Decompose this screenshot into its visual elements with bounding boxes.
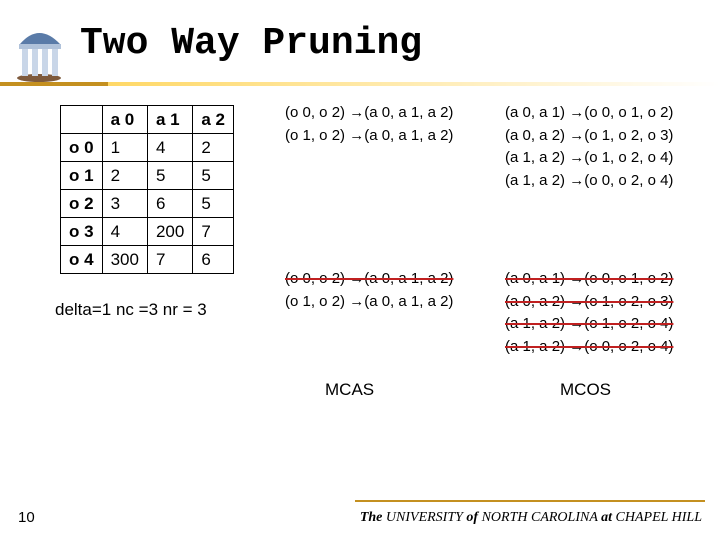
mapping-line-struck: (o 0, o 2) →(a 0, a 1, a 2) [285,268,453,291]
footer-rule [355,500,705,502]
mapping-line: (a 1, a 2) →(o 0, o 2, o 4) [505,170,673,193]
mapping-line: (o 1, o 2) →(a 0, a 1, a 2) [285,125,453,148]
delta-text: delta=1 nc =3 nr = 3 [55,300,207,320]
mapping-line-struck: (a 1, a 2) →(o 0, o 2, o 4) [505,336,673,359]
table-header-row: a 0 a 1 a 2 [61,106,234,134]
table-header: a 0 [102,106,147,134]
table-row: o 342007 [61,218,234,246]
slide-title: Two Way Pruning [80,22,422,65]
table-row: o 1255 [61,162,234,190]
table-row: o 2365 [61,190,234,218]
page-number: 10 [18,509,35,526]
unc-logo [12,18,67,83]
table-header [61,106,103,134]
mapping-line: (o 1, o 2) →(a 0, a 1, a 2) [285,291,453,314]
mapping-line: (o 0, o 2) →(a 0, a 1, a 2) [285,102,453,125]
mappings-top-right: (a 0, a 1) →(o 0, o 1, o 2) (a 0, a 2) →… [505,102,673,192]
mapping-line: (a 0, a 1) →(o 0, o 1, o 2) [505,102,673,125]
data-table: a 0 a 1 a 2 o 0142 o 1255 o 2365 o 34200… [60,105,234,274]
mappings-top-left: (o 0, o 2) →(a 0, a 1, a 2) (o 1, o 2) →… [285,102,453,147]
table-header: a 1 [147,106,192,134]
mappings-bottom-left: (o 0, o 2) →(a 0, a 1, a 2) (o 1, o 2) →… [285,268,453,313]
mapping-line-struck: (a 0, a 1) →(o 0, o 1, o 2) [505,268,673,291]
table-header: a 2 [193,106,234,134]
table-row: o 0142 [61,134,234,162]
title-underline [0,82,720,86]
table-row: o 430076 [61,246,234,274]
mcos-label: MCOS [560,380,611,400]
mcas-label: MCAS [325,380,374,400]
mappings-bottom-right: (a 0, a 1) →(o 0, o 1, o 2) (a 0, a 2) →… [505,268,673,358]
footer-text: The UNIVERSITY of NORTH CAROLINA at CHAP… [360,510,702,526]
mapping-line: (a 0, a 2) →(o 1, o 2, o 3) [505,125,673,148]
mapping-line-struck: (a 0, a 2) →(o 1, o 2, o 3) [505,291,673,314]
mapping-line: (a 1, a 2) →(o 1, o 2, o 4) [505,147,673,170]
mapping-line-struck: (a 1, a 2) →(o 1, o 2, o 4) [505,313,673,336]
